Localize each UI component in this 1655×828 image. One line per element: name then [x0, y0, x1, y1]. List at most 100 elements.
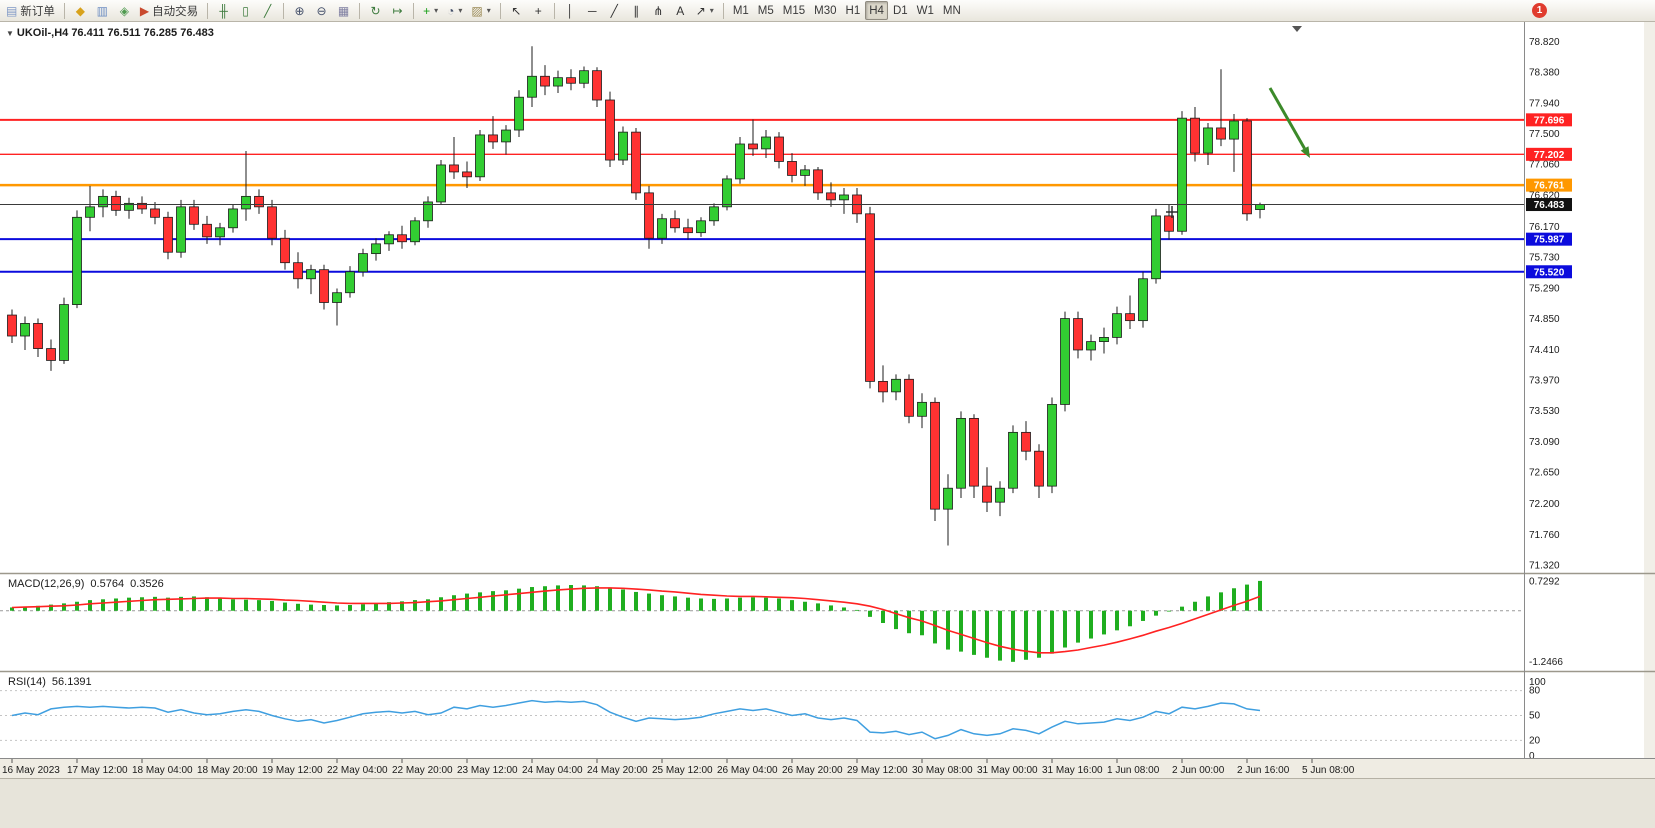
candle-body — [761, 136, 771, 150]
timeframe-d1[interactable]: D1 — [889, 1, 912, 20]
trend-arrow-head[interactable] — [1300, 146, 1310, 158]
macd-axis-label: -1.2466 — [1529, 657, 1563, 668]
price-axis-label: 77.940 — [1529, 98, 1560, 109]
profiles-button-icon: ◆ — [75, 3, 85, 18]
time-axis-label[interactable]: 25 May 12:00 — [652, 765, 713, 776]
chart-shift-button[interactable]: ↦ — [387, 1, 408, 20]
trend-arrow-line[interactable] — [1268, 87, 1306, 150]
templates-button-icon: ▨ — [471, 3, 483, 18]
time-axis-label[interactable]: 2 Jun 16:00 — [1237, 765, 1290, 776]
line-chart-button[interactable]: ╱ — [257, 1, 278, 20]
candle-body — [332, 292, 342, 303]
arrows-button[interactable]: ↗ ▾ — [692, 1, 718, 20]
text-button[interactable]: A — [670, 1, 691, 20]
horizontal-line-button[interactable]: ─ — [582, 1, 603, 20]
candle-body — [423, 201, 433, 222]
time-axis-label[interactable]: 31 May 00:00 — [977, 765, 1038, 776]
right-gutter — [1644, 22, 1655, 759]
rsi-value: 56.1391 — [51, 676, 92, 688]
fibonacci-button[interactable]: ⋔ — [648, 1, 669, 20]
time-axis-label[interactable]: 29 May 12:00 — [847, 765, 908, 776]
time-axis-label[interactable]: 1 Jun 08:00 — [1107, 765, 1160, 776]
time-axis-label[interactable]: 22 May 20:00 — [392, 765, 453, 776]
symbol-info: ▼ UKOil-,H4 76.411 76.511 76.285 76.483 — [6, 27, 214, 39]
cursor-button[interactable]: ↖ — [506, 1, 527, 20]
chart-canvas[interactable]: 78.820 78.380 77.940 77.500 77.060 76.620 76.1… — [0, 22, 1655, 828]
candle-body — [982, 485, 992, 503]
timeframe-m30[interactable]: M30 — [810, 1, 840, 20]
indicators-button[interactable]: + ▾ — [419, 1, 442, 20]
candle-body — [930, 401, 940, 510]
timeframe-m5[interactable]: M5 — [754, 1, 778, 20]
price-axis-label: 75.730 — [1529, 253, 1560, 264]
time-axis-label[interactable]: 24 May 04:00 — [522, 765, 583, 776]
time-axis-label[interactable]: 22 May 04:00 — [327, 765, 388, 776]
zoom-out-button[interactable]: ⊖ — [311, 1, 332, 20]
vertical-line-button[interactable]: │ — [560, 1, 581, 20]
time-axis-label[interactable]: 17 May 12:00 — [67, 765, 128, 776]
time-axis-label[interactable]: 18 May 04:00 — [132, 765, 193, 776]
price-axis-label: 72.650 — [1529, 468, 1560, 479]
indicators-button-icon: + — [423, 3, 431, 18]
price-axis-label: 71.320 — [1529, 561, 1560, 572]
bar-chart-button[interactable]: ╫ — [213, 1, 234, 20]
time-axis-label[interactable]: 30 May 08:00 — [912, 765, 973, 776]
time-axis-label[interactable]: 5 Jun 08:00 — [1302, 765, 1355, 776]
candle-body — [410, 220, 420, 243]
macd-axis-label: 0.7292 — [1529, 576, 1560, 587]
time-axis-label[interactable]: 18 May 20:00 — [197, 765, 258, 776]
price-axis-label: 76.620 — [1529, 190, 1560, 201]
time-axis-label[interactable]: 26 May 04:00 — [717, 765, 778, 776]
auto-trading-button-icon: ▶ — [139, 3, 150, 18]
timeframe-m15[interactable]: M15 — [779, 1, 809, 20]
zoom-in-button[interactable]: ⊕ — [289, 1, 310, 20]
auto-trading-button[interactable]: ▶ 自动交易 — [136, 1, 202, 20]
candle-body — [111, 195, 121, 211]
timeframe-m1[interactable]: M1 — [729, 1, 753, 20]
timeframe-w1[interactable]: W1 — [913, 1, 938, 20]
timeframe-mn[interactable]: MN — [939, 1, 965, 20]
new-order-button[interactable]: ▤ 新订单 — [2, 1, 59, 20]
chart-shift-marker[interactable] — [1292, 26, 1302, 32]
trendline-button[interactable]: ╱ — [604, 1, 625, 20]
time-axis-label[interactable]: 24 May 20:00 — [587, 765, 648, 776]
chart-window[interactable]: 78.820 78.380 77.940 77.500 77.060 76.620 76.1… — [0, 22, 1655, 828]
tile-windows-button[interactable]: ▦ — [333, 1, 354, 20]
candle-body — [1034, 450, 1044, 487]
candle-body — [46, 348, 56, 361]
time-axis-label[interactable]: 23 May 12:00 — [457, 765, 518, 776]
candle-body — [1203, 127, 1213, 154]
timeframe-h4[interactable]: H4 — [865, 1, 888, 20]
notification-badge[interactable]: 1 — [1532, 3, 1547, 18]
candlestick-chart-button[interactable]: ▯ — [235, 1, 256, 20]
templates-button[interactable]: ▨ ▾ — [467, 1, 494, 20]
candlestick-chart-button-icon: ▯ — [242, 3, 249, 18]
timeframe-mn-label: MN — [942, 4, 961, 17]
equidistant-channel-button[interactable]: ∥ — [626, 1, 647, 20]
candle-body — [189, 206, 199, 225]
auto-scroll-button[interactable]: ↻ — [365, 1, 386, 20]
candle-body — [943, 487, 953, 510]
time-axis-label[interactable]: 2 Jun 00:00 — [1172, 765, 1225, 776]
periods-button[interactable]: ◔ ▾ — [443, 1, 466, 20]
candle-body — [1190, 117, 1200, 154]
candle-body — [839, 194, 849, 201]
time-axis-label[interactable]: 31 May 16:00 — [1042, 765, 1103, 776]
time-axis-label[interactable]: 16 May 2023 — [2, 765, 60, 776]
candle-body — [345, 271, 355, 294]
candle-body — [33, 323, 43, 349]
navigator-button[interactable]: ◈ — [114, 1, 135, 20]
candle-body — [280, 237, 290, 264]
collapse-arrow-icon[interactable]: ▼ — [6, 29, 14, 38]
time-axis-label[interactable]: 19 May 12:00 — [262, 765, 323, 776]
time-axis-label[interactable]: 26 May 20:00 — [782, 765, 843, 776]
candle-body — [358, 253, 368, 273]
price-axis-label: 74.410 — [1529, 345, 1560, 356]
price-tag-text: 76.761 — [1534, 181, 1565, 192]
timeframe-h1[interactable]: H1 — [842, 1, 865, 20]
crosshair-button[interactable]: + — [528, 1, 549, 20]
candle-body — [891, 378, 901, 393]
profiles-button[interactable]: ◆ — [70, 1, 91, 20]
market-watch-button[interactable]: ▥ — [92, 1, 113, 20]
candle-body — [670, 218, 680, 229]
